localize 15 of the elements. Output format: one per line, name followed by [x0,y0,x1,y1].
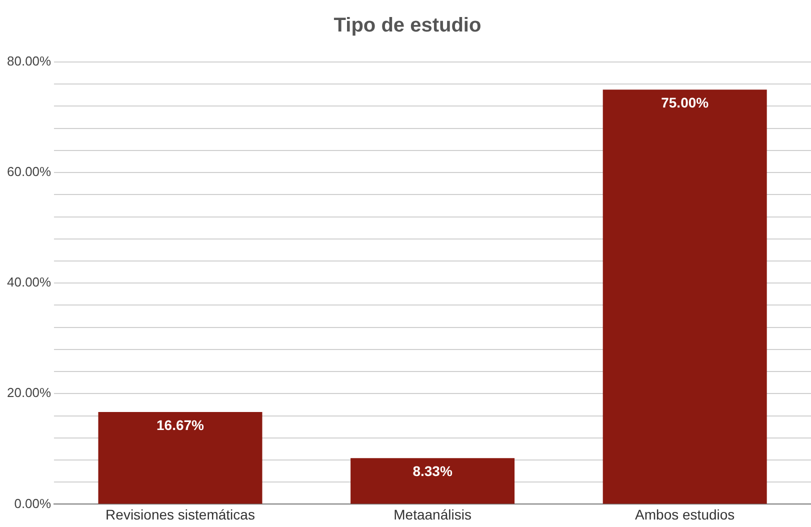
data-label: 8.33% [412,463,453,480]
y-tick-label: 40.00% [6,274,52,290]
data-label: 75.00% [661,94,710,110]
y-tick-label: 80.00% [6,54,52,69]
y-tick-label: 0.00% [14,496,52,511]
bar [602,90,767,504]
chart-title: Tipo de estudio [334,14,482,37]
data-label: 16.67% [156,416,205,433]
bar [350,458,515,504]
x-tick-label: Metaanálisis [394,506,472,522]
y-tick-label: 60.00% [6,164,52,180]
bar [98,412,262,504]
x-tick-label: Ambos estudios [635,506,735,522]
y-tick-label: 20.00% [6,385,52,400]
x-tick-label: Revisiones sistemáticas [106,506,255,522]
